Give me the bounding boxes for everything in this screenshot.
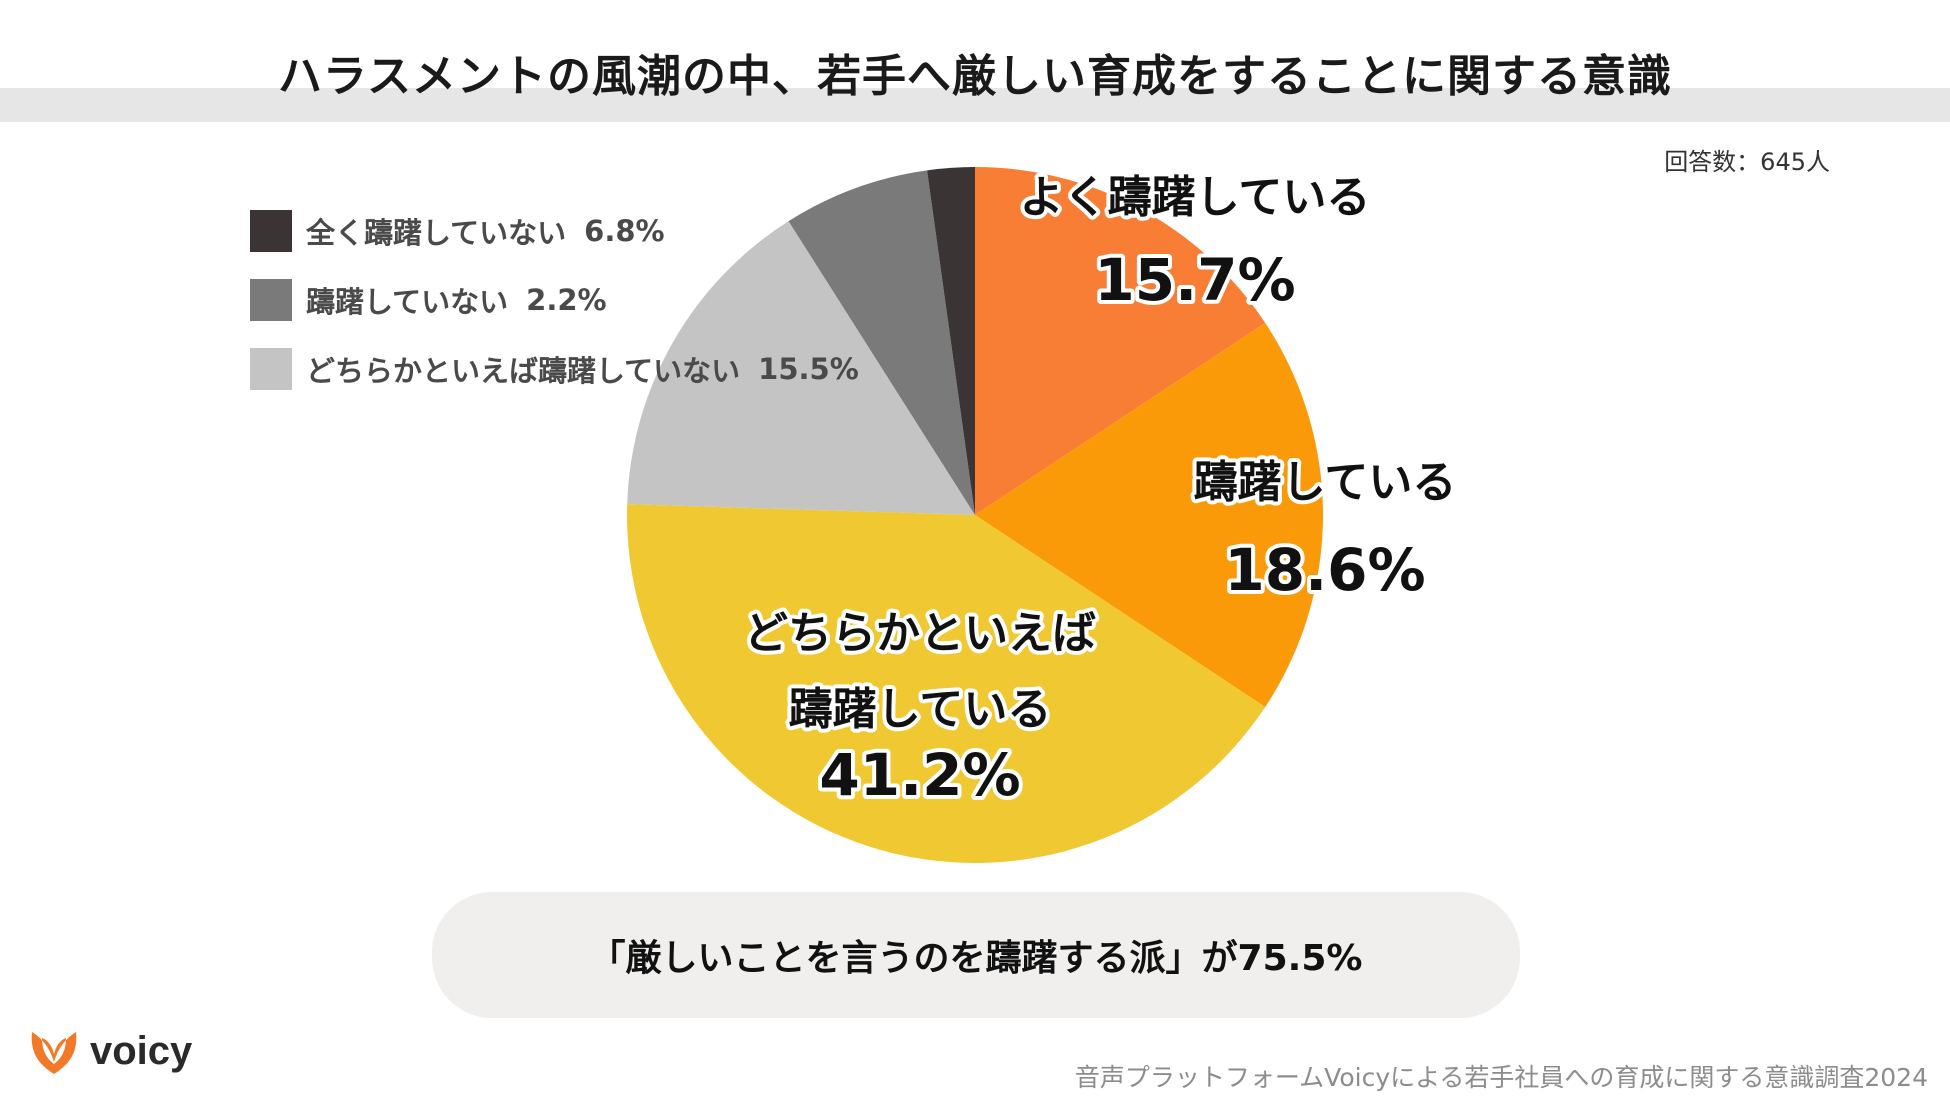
summary-callout: 「厳しいことを言うのを躊躇する派」が75.5% bbox=[432, 892, 1520, 1018]
slice-value-0: 15.7% bbox=[1094, 246, 1295, 314]
legend-value: 2.2% bbox=[526, 283, 607, 317]
legend-label: どちらかといえば躊躇していない bbox=[306, 354, 741, 388]
legend-swatch bbox=[250, 348, 292, 390]
legend: 全く躊躇していない 6.8% 躊躇していない 2.2% どちらかといえば躊躇して… bbox=[250, 210, 859, 417]
pie-slice-1 bbox=[975, 323, 1323, 707]
legend-value: 15.5% bbox=[758, 352, 859, 386]
logo-text: voicy bbox=[90, 1028, 193, 1073]
source-note: 音声プラットフォームVoicyによる若手社員への育成に関する意識調査2024 bbox=[1074, 1063, 1928, 1092]
slice-label-0: よく躊躇している bbox=[1020, 172, 1371, 223]
legend-label: 躊躇していない bbox=[306, 285, 509, 319]
pie-slice-0 bbox=[975, 167, 1266, 515]
respondent-count: 回答数：645人 bbox=[1664, 148, 1830, 176]
title-band bbox=[0, 88, 1950, 122]
legend-swatch bbox=[250, 279, 292, 321]
legend-label: 全く躊躇していない bbox=[306, 216, 567, 250]
chart-title: ハラスメントの風潮の中、若手へ厳しい育成をすることに関する意識 bbox=[277, 51, 1673, 102]
legend-item: どちらかといえば躊躇していない 15.5% bbox=[250, 348, 859, 390]
slice-label-1: 躊躇している bbox=[1194, 457, 1457, 508]
legend-value: 6.8% bbox=[584, 214, 665, 248]
pie-slice-2 bbox=[626, 504, 1266, 864]
legend-item: 躊躇していない 2.2% bbox=[250, 279, 859, 321]
pie-slice-3 bbox=[627, 221, 975, 516]
slice-value-1: 18.6% bbox=[1224, 536, 1425, 604]
legend-item: 全く躊躇していない 6.8% bbox=[250, 210, 859, 252]
slice-label-2: 躊躇している bbox=[789, 684, 1052, 735]
slice-label-2: どちらかといえば bbox=[744, 608, 1096, 659]
pie-slice-4 bbox=[788, 170, 975, 515]
pie-slice-5 bbox=[927, 167, 975, 515]
callout-text: 「厳しいことを言うのを躊躇する派」が75.5% bbox=[589, 938, 1363, 979]
legend-swatch bbox=[250, 210, 292, 252]
voicy-logo-icon bbox=[31, 1032, 77, 1074]
slice-value-2: 41.2% bbox=[819, 741, 1020, 809]
voicy-logo: voicy bbox=[26, 1024, 192, 1078]
